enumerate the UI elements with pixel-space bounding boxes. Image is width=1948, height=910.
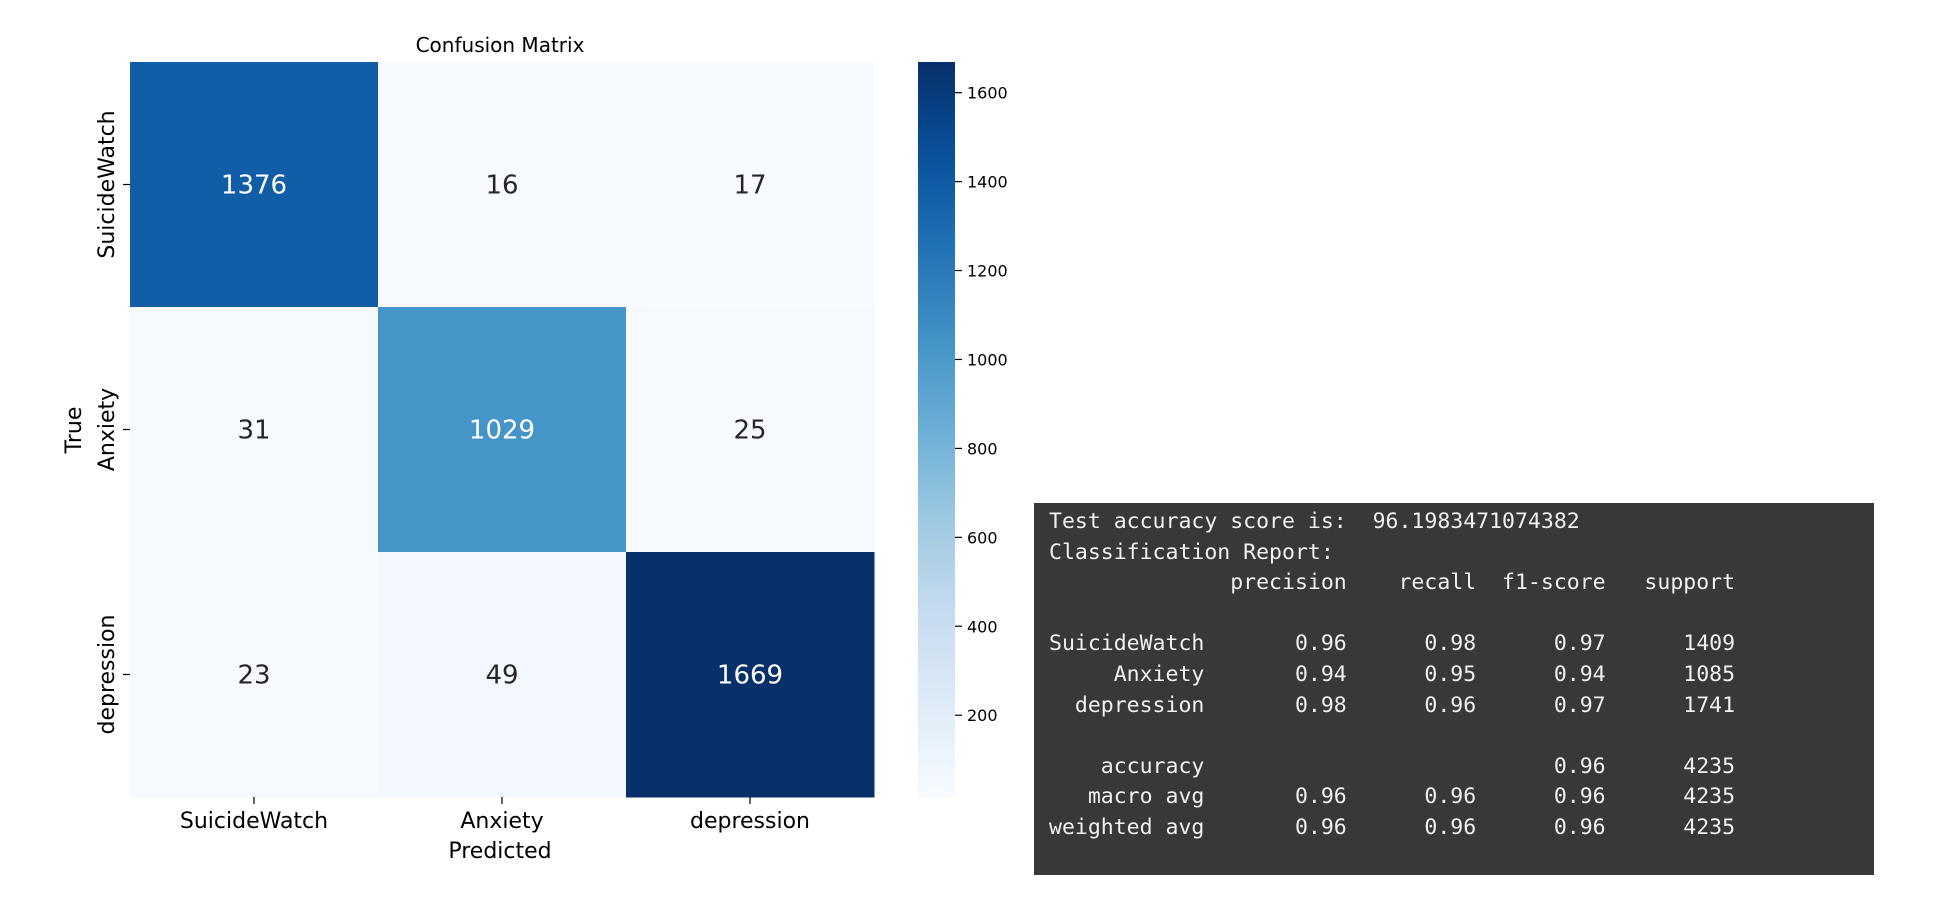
cell-value-label: 1029 (469, 416, 535, 446)
cell-value-label: 16 (485, 171, 518, 201)
cell-value-label: 23 (237, 661, 270, 691)
heatmap-grid (130, 62, 875, 798)
x-tick-label: Anxiety (460, 809, 543, 834)
y-axis-label: True (62, 407, 87, 455)
y-axis: SuicideWatch Anxiety depression (95, 110, 130, 735)
y-tick-label: SuicideWatch (95, 110, 120, 258)
heatmap-cell (378, 307, 627, 553)
cell-value-label: 25 (733, 416, 766, 446)
classification-report-console: Test accuracy score is: 96.1983471074382… (1034, 503, 1874, 875)
colorbar-tick-label: 200 (967, 706, 998, 725)
x-tick-label: depression (690, 809, 810, 834)
cell-value-label: 1376 (221, 171, 287, 201)
colorbar-ticks: 200 400 600 800 1000 1200 1400 1600 (955, 84, 1008, 725)
y-tick-label: Anxiety (95, 388, 120, 471)
cell-value-label: 17 (733, 171, 766, 201)
colorbar-tick-label: 600 (967, 528, 998, 547)
heatmap-cell (626, 62, 875, 308)
colorbar-tick-label: 800 (967, 439, 998, 458)
x-axis-label: Predicted (448, 839, 551, 864)
colorbar (918, 62, 955, 797)
cell-labels: 1376 16 17 31 1029 25 23 49 1669 (221, 171, 783, 691)
cell-value-label: 31 (237, 416, 270, 446)
heatmap-cell (130, 307, 379, 553)
cell-value-label: 1669 (717, 661, 783, 691)
heatmap-cell (130, 62, 379, 308)
heatmap-cell (130, 552, 379, 798)
colorbar-tick-label: 400 (967, 617, 998, 636)
colorbar-tick-label: 1600 (967, 84, 1008, 103)
colorbar-tick-label: 1000 (967, 350, 1008, 369)
cell-value-label: 49 (485, 661, 518, 691)
heatmap-cell (378, 62, 627, 308)
console-output: Test accuracy score is: 96.1983471074382… (1049, 509, 1736, 840)
colorbar-tick-label: 1400 (967, 173, 1008, 192)
x-axis: SuicideWatch Anxiety depression (180, 797, 810, 834)
x-tick-label: SuicideWatch (180, 809, 328, 834)
colorbar-tick-label: 1200 (967, 262, 1008, 281)
y-tick-label: depression (95, 614, 120, 734)
heatmap-cell (378, 552, 627, 798)
heatmap-cell (626, 552, 875, 798)
heatmap-cell (626, 307, 875, 553)
chart-title: Confusion Matrix (416, 33, 585, 57)
